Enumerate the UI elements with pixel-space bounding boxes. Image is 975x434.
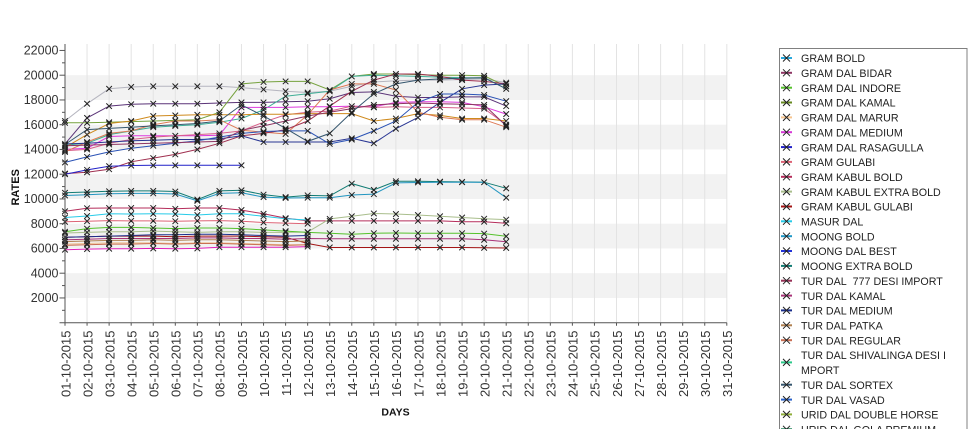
svg-text:GRAM DAL MEDIUM: GRAM DAL MEDIUM xyxy=(801,127,903,139)
svg-text:31-10-2015: 31-10-2015 xyxy=(720,331,735,398)
svg-text:12-10-2015: 12-10-2015 xyxy=(301,331,316,398)
svg-text:26-10-2015: 26-10-2015 xyxy=(610,331,625,398)
svg-text:TUR DAL KAMAL: TUR DAL KAMAL xyxy=(801,291,886,303)
svg-text:TUR DAL REGULAR: TUR DAL REGULAR xyxy=(801,335,901,347)
svg-text:DAYS: DAYS xyxy=(381,407,409,419)
svg-text:17-10-2015: 17-10-2015 xyxy=(411,331,426,398)
svg-text:07-10-2015: 07-10-2015 xyxy=(191,331,206,398)
svg-text:09-10-2015: 09-10-2015 xyxy=(235,331,250,398)
svg-text:GRAM GULABI: GRAM GULABI xyxy=(801,157,875,169)
svg-text:2000: 2000 xyxy=(31,291,59,305)
svg-text:GRAM DAL BIDAR: GRAM DAL BIDAR xyxy=(801,68,892,80)
svg-text:TUR DAL PATKA: TUR DAL PATKA xyxy=(801,321,884,333)
svg-text:10000: 10000 xyxy=(24,192,59,206)
svg-text:4000: 4000 xyxy=(31,266,59,280)
svg-text:14-10-2015: 14-10-2015 xyxy=(345,331,360,398)
svg-text:16-10-2015: 16-10-2015 xyxy=(389,331,404,398)
svg-text:12000: 12000 xyxy=(24,167,59,181)
svg-text:24-10-2015: 24-10-2015 xyxy=(566,331,581,398)
svg-text:04-10-2015: 04-10-2015 xyxy=(124,331,139,398)
svg-text:GRAM KABUL GULABI: GRAM KABUL GULABI xyxy=(801,202,913,214)
svg-text:28-10-2015: 28-10-2015 xyxy=(654,331,669,398)
svg-text:22-10-2015: 22-10-2015 xyxy=(522,331,537,398)
svg-text:29-10-2015: 29-10-2015 xyxy=(676,331,691,398)
svg-text:14000: 14000 xyxy=(24,143,59,157)
svg-text:30-10-2015: 30-10-2015 xyxy=(698,331,713,398)
svg-text:GRAM KABUL EXTRA BOLD: GRAM KABUL EXTRA BOLD xyxy=(801,187,941,199)
svg-text:01-10-2015: 01-10-2015 xyxy=(58,331,73,398)
svg-text:23-10-2015: 23-10-2015 xyxy=(544,331,559,398)
svg-text:GRAM DAL KAMAL: GRAM DAL KAMAL xyxy=(801,98,896,110)
svg-text:18000: 18000 xyxy=(24,93,59,107)
svg-text:TUR DAL 777 DESI IMPORT: TUR DAL 777 DESI IMPORT xyxy=(801,276,943,288)
svg-text:20-10-2015: 20-10-2015 xyxy=(477,331,492,398)
svg-text:TUR DAL MEDIUM: TUR DAL MEDIUM xyxy=(801,306,893,318)
svg-text:RATES: RATES xyxy=(10,169,22,205)
svg-text:8000: 8000 xyxy=(31,217,59,231)
svg-text:06-10-2015: 06-10-2015 xyxy=(169,331,184,398)
svg-text:18-10-2015: 18-10-2015 xyxy=(433,331,448,398)
svg-text:27-10-2015: 27-10-2015 xyxy=(632,331,647,398)
svg-text:20000: 20000 xyxy=(24,68,59,82)
svg-text:TUR DAL SHIVALINGA DESI I: TUR DAL SHIVALINGA DESI I xyxy=(801,350,946,362)
svg-text:MOONG EXTRA BOLD: MOONG EXTRA BOLD xyxy=(801,261,913,273)
svg-text:05-10-2015: 05-10-2015 xyxy=(147,331,162,398)
svg-text:03-10-2015: 03-10-2015 xyxy=(102,331,117,398)
svg-text:15-10-2015: 15-10-2015 xyxy=(367,331,382,398)
svg-text:21-10-2015: 21-10-2015 xyxy=(500,331,515,398)
svg-text:13-10-2015: 13-10-2015 xyxy=(323,331,338,398)
svg-text:22000: 22000 xyxy=(24,44,59,58)
svg-text:MOONG BOLD: MOONG BOLD xyxy=(801,231,875,243)
svg-text:6000: 6000 xyxy=(31,242,59,256)
svg-text:GRAM DAL MARUR: GRAM DAL MARUR xyxy=(801,113,899,125)
svg-text:URID DAL DOUBLE HORSE: URID DAL DOUBLE HORSE xyxy=(801,410,938,422)
svg-text:25-10-2015: 25-10-2015 xyxy=(588,331,603,398)
svg-text:19-10-2015: 19-10-2015 xyxy=(455,331,470,398)
svg-text:MOONG DAL BEST: MOONG DAL BEST xyxy=(801,246,897,258)
svg-text:08-10-2015: 08-10-2015 xyxy=(213,331,228,398)
svg-text:TUR DAL VASAD: TUR DAL VASAD xyxy=(801,395,885,407)
svg-text:10-10-2015: 10-10-2015 xyxy=(257,331,272,398)
svg-text:MPORT: MPORT xyxy=(801,365,840,377)
svg-text:GRAM KABUL BOLD: GRAM KABUL BOLD xyxy=(801,172,903,184)
svg-text:16000: 16000 xyxy=(24,118,59,132)
svg-text:GRAM DAL INDORE: GRAM DAL INDORE xyxy=(801,83,901,95)
svg-text:11-10-2015: 11-10-2015 xyxy=(279,331,294,397)
svg-text:GRAM BOLD: GRAM BOLD xyxy=(801,53,865,65)
svg-text:URID DAL GOLA PREMIUM: URID DAL GOLA PREMIUM xyxy=(801,425,936,430)
svg-text:02-10-2015: 02-10-2015 xyxy=(80,331,95,398)
svg-text:TUR DAL SORTEX: TUR DAL SORTEX xyxy=(801,380,893,392)
svg-text:GRAM DAL RASAGULLA: GRAM DAL RASAGULLA xyxy=(801,142,924,154)
svg-text:MASUR DAL: MASUR DAL xyxy=(801,217,863,229)
